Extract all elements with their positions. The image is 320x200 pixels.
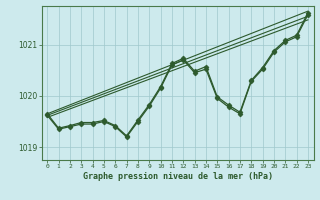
X-axis label: Graphe pression niveau de la mer (hPa): Graphe pression niveau de la mer (hPa): [83, 172, 273, 181]
